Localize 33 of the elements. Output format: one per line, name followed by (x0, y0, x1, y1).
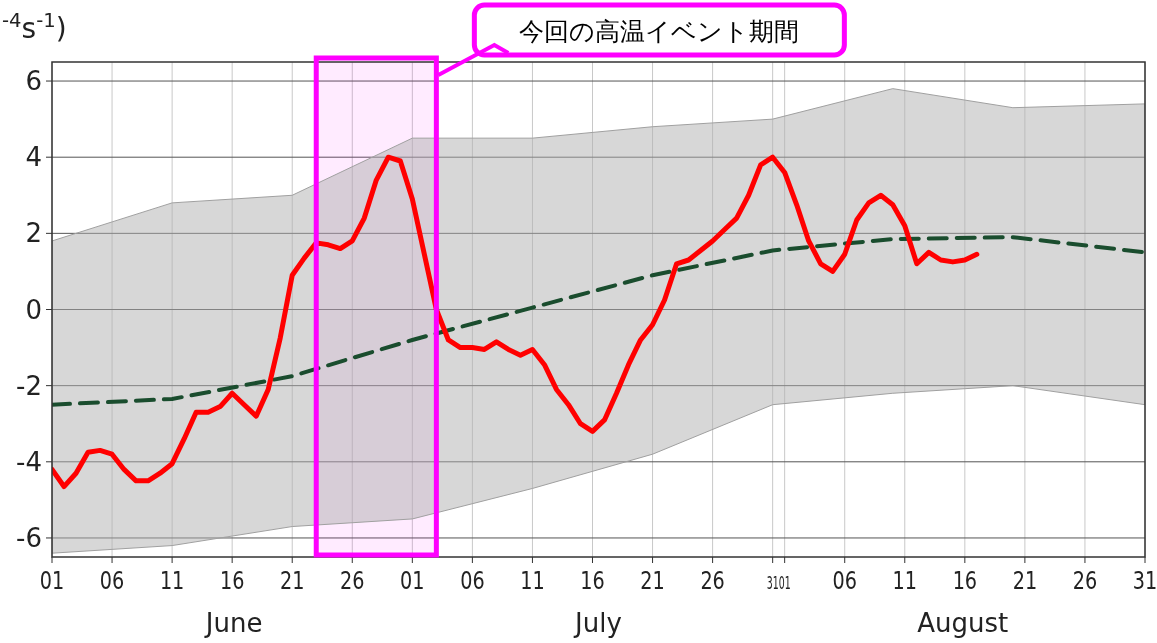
x-tick-label: 01 (778, 572, 791, 593)
x-tick-label: 31 (766, 572, 779, 593)
x-tick-label: 21 (280, 566, 305, 595)
text: June (203, 608, 263, 638)
x-tick-label: 16 (219, 566, 245, 595)
x-tick-label: 16 (952, 566, 978, 595)
x-tick-label: 11 (520, 566, 545, 595)
y-tick-label: 0 (25, 294, 42, 325)
x-tick-label: 26 (700, 566, 725, 595)
x-tick-label: 16 (580, 566, 605, 595)
band-label: 今回の高温イベント期間 (519, 17, 800, 46)
x-tick-label: 01 (39, 566, 65, 595)
y-tick-label: 2 (25, 218, 42, 249)
x-tick-label: 11 (892, 566, 917, 595)
x-tick-label: 31 (1132, 566, 1157, 595)
x-tick-label: 21 (640, 566, 665, 595)
line-series (52, 235, 1145, 407)
y-tick-label: -4 (16, 446, 42, 477)
y-tick-label: 6 (25, 66, 42, 97)
y-tick-label: 4 (25, 142, 42, 173)
x-tick-label: 26 (1072, 566, 1098, 595)
y-tick-label: -6 (16, 522, 42, 553)
x-tick-label: 06 (832, 566, 857, 595)
y-tick-label: -2 (16, 370, 42, 401)
x-tick-label: 21 (1012, 566, 1038, 595)
x-tick-label: 06 (460, 566, 485, 595)
x-tick-label: 26 (340, 566, 365, 595)
x-tick-label: 01 (400, 566, 425, 595)
x-tick-label: 11 (159, 566, 185, 595)
text: July (573, 608, 622, 638)
y-axis-title: $^{-4}$s$^{-1}$) (2, 8, 67, 45)
text: August (917, 608, 1009, 638)
x-tick-label: 06 (99, 566, 125, 595)
